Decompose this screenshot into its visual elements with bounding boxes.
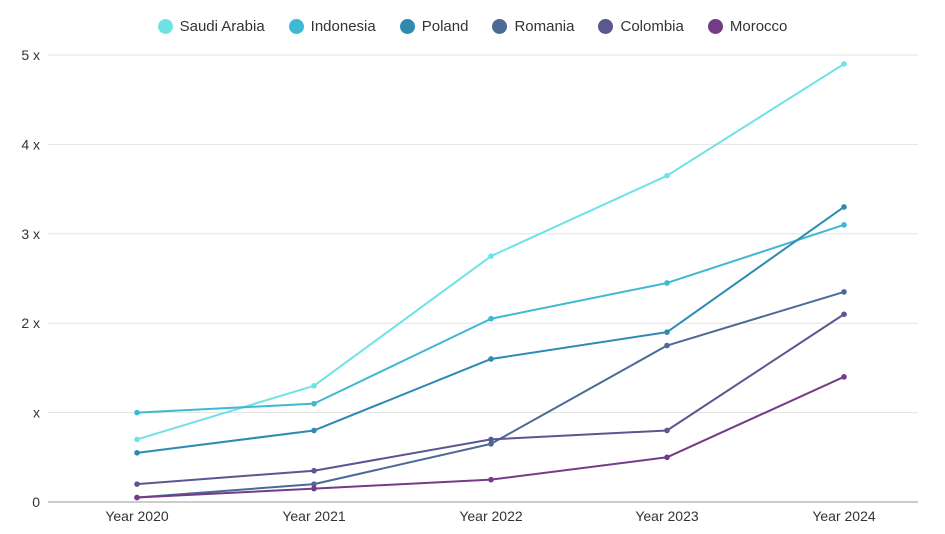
legend-marker-icon (492, 19, 508, 34)
legend-marker-icon (598, 19, 614, 34)
legend-label: Saudi Arabia (179, 18, 265, 35)
data-point-romania (841, 289, 847, 295)
data-point-poland (488, 356, 494, 362)
data-point-colombia (311, 467, 317, 474)
data-point-romania (311, 481, 317, 487)
data-point-morocco (841, 374, 847, 380)
legend-label: Romania (514, 18, 575, 35)
legend-marker-icon (288, 19, 304, 34)
data-point-poland (134, 450, 140, 456)
legend-label: Indonesia (310, 18, 376, 35)
data-point-colombia (134, 481, 140, 487)
data-point-morocco (134, 494, 140, 501)
data-point-colombia (841, 311, 847, 318)
data-point-indonesia (311, 400, 317, 407)
data-point-indonesia (134, 409, 140, 416)
data-point-colombia (664, 427, 670, 434)
data-point-saudi-arabia (841, 61, 847, 67)
y-tick-label: 2 x (21, 315, 40, 331)
legend-item-romania[interactable]: Romania (492, 18, 574, 35)
data-point-indonesia (488, 315, 494, 322)
y-tick-label: 3 x (21, 226, 40, 242)
legend-marker-icon (707, 19, 723, 34)
data-point-saudi-arabia (134, 436, 140, 443)
x-tick-label: Year 2023 (635, 508, 699, 524)
data-point-romania (488, 441, 494, 447)
series-line-poland (136, 206, 845, 454)
x-tick-label: Year 2021 (282, 508, 346, 524)
y-tick-label: 4 x (21, 136, 40, 152)
legend-item-morocco[interactable]: Morocco (707, 18, 788, 35)
data-point-saudi-arabia (311, 382, 317, 389)
data-point-romania (664, 342, 670, 349)
data-point-poland (664, 329, 670, 335)
series-line-colombia (136, 313, 845, 486)
y-tick-label: x (33, 405, 40, 421)
x-tick-label: Year 2024 (812, 508, 876, 524)
legend-item-colombia[interactable]: Colombia (598, 18, 684, 35)
data-point-poland (841, 204, 847, 210)
data-point-indonesia (664, 280, 670, 286)
legend-item-saudi-arabia[interactable]: Saudi Arabia (157, 18, 265, 35)
legend: Saudi Arabia Indonesia Poland Romania Co… (0, 18, 945, 35)
legend-item-poland[interactable]: Poland (399, 18, 469, 35)
data-point-colombia (488, 436, 494, 443)
legend-item-indonesia[interactable]: Indonesia (288, 18, 376, 35)
legend-marker-icon (399, 19, 415, 34)
data-point-morocco (488, 476, 494, 483)
legend-marker-icon (157, 19, 173, 34)
data-point-morocco (664, 454, 670, 461)
data-point-saudi-arabia (488, 253, 494, 259)
legend-label: Poland (421, 18, 469, 35)
data-point-indonesia (841, 222, 847, 228)
y-tick-label: 5 x (21, 47, 40, 63)
x-tick-label: Year 2020 (105, 508, 169, 524)
legend-label: Colombia (620, 18, 684, 35)
data-point-saudi-arabia (664, 172, 670, 179)
legend-label: Morocco (729, 18, 788, 35)
data-point-morocco (311, 485, 317, 492)
y-tick-label: 0 (32, 494, 40, 510)
x-tick-label: Year 2022 (459, 508, 523, 524)
data-point-poland (311, 427, 317, 434)
